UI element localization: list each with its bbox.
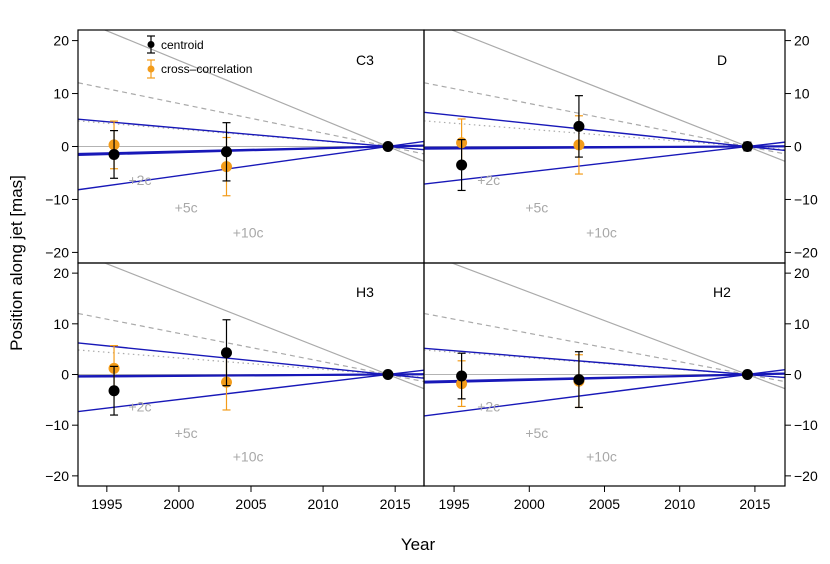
fit-line	[78, 342, 424, 379]
y-tick-label: −10	[794, 417, 818, 433]
y-tick-label: −10	[45, 417, 69, 433]
x-tick-label: 2015	[380, 496, 411, 512]
x-tick-label: 2010	[308, 496, 339, 512]
y-tick-label: −20	[45, 468, 69, 484]
y-tick-label: −10	[794, 191, 818, 207]
centroid-point	[108, 385, 120, 397]
y-tick-label: −20	[45, 244, 69, 260]
fit-line	[78, 373, 424, 378]
panel-label: C3	[356, 52, 374, 68]
fit-line	[424, 111, 785, 152]
centroid-point	[220, 146, 232, 158]
centroid-point	[220, 347, 232, 359]
centroid-point	[108, 148, 120, 160]
speed-line-plus-2c	[424, 349, 785, 378]
panel-label: D	[717, 52, 727, 68]
speed-label-plus-5c: +5c	[175, 199, 198, 215]
panel-label: H3	[356, 284, 374, 300]
speed-line-plus-10c	[450, 263, 785, 390]
fit-line	[424, 347, 785, 379]
fit-line	[78, 140, 424, 191]
speed-label-plus-2c: +2c	[477, 172, 500, 188]
speed-line-plus-5c	[424, 312, 785, 383]
speed-label-plus-10c: +10c	[586, 224, 617, 240]
speed-line-plus-2c	[424, 120, 785, 151]
speed-line-plus-5c	[78, 82, 424, 155]
speed-label-plus-10c: +10c	[233, 449, 264, 465]
legend-crosscorr-label: cross–correlation	[161, 62, 252, 76]
speed-line-plus-10c	[450, 30, 785, 162]
y-tick-label: 10	[794, 316, 810, 332]
x-tick-label: 2000	[163, 496, 194, 512]
y-tick-label: 10	[53, 316, 69, 332]
fit-line	[424, 372, 785, 383]
panel-plot-area	[78, 30, 424, 191]
x-tick-label: 2005	[589, 496, 620, 512]
legend: centroid cross–correlation	[147, 35, 252, 79]
fit-line	[78, 369, 424, 413]
x-tick-label: 2015	[739, 496, 770, 512]
panel-D: +2c +5c +10c D −20 −10 0 10 20	[423, 29, 818, 264]
centroid-point	[573, 120, 585, 132]
fit-line	[424, 141, 785, 185]
speed-label-plus-5c: +5c	[525, 199, 548, 215]
x-tick-label: 2000	[514, 496, 545, 512]
speed-line-plus-5c	[424, 82, 785, 155]
y-tick-label: 0	[794, 367, 802, 383]
speed-line-plus-10c	[103, 30, 424, 162]
panel-C3: +2c +5c +10c C3 −20 −10 0 10 20	[45, 29, 425, 264]
y-tick-label: 0	[794, 139, 802, 155]
centroid-point	[741, 141, 753, 152]
y-tick-label: −20	[794, 244, 818, 260]
fit-line	[424, 368, 785, 417]
speed-label-plus-2c: +2c	[129, 172, 152, 188]
speed-label-plus-2c: +2c	[129, 398, 152, 414]
fit-line	[78, 118, 424, 151]
y-tick-label: −10	[45, 191, 69, 207]
speed-label-plus-5c: +5c	[525, 425, 548, 441]
x-tick-label: 1995	[439, 496, 470, 512]
panel-plot-area	[424, 263, 785, 417]
centroid-point	[382, 141, 394, 152]
y-tick-label: −20	[794, 468, 818, 484]
x-tick-label: 2005	[235, 496, 266, 512]
y-tick-label: 20	[794, 265, 810, 281]
y-tick-label: 20	[53, 265, 69, 281]
fit-line	[424, 145, 785, 149]
fit-line	[78, 144, 424, 155]
centroid-point	[741, 369, 753, 380]
speed-label-plus-2c: +2c	[477, 398, 500, 414]
speed-line-plus-5c	[78, 312, 424, 383]
panel-plot-area	[424, 30, 785, 185]
y-tick-label: 10	[794, 86, 810, 102]
y-tick-label: 10	[53, 86, 69, 102]
speed-label-plus-10c: +10c	[586, 449, 617, 465]
speed-label-plus-10c: +10c	[233, 224, 264, 240]
y-tick-label: 20	[794, 33, 810, 49]
y-tick-label: 0	[61, 139, 69, 155]
panel-plot-area	[78, 263, 424, 413]
y-tick-label: 0	[61, 367, 69, 383]
panel-H2: +2c +5c +10c H2 −20 −10 0 10 20 1995 2000 2005 2010 2…	[423, 262, 818, 512]
centroid-point	[573, 374, 585, 386]
y-axis-title: Position along jet [mas]	[7, 175, 26, 351]
y-tick-label: 20	[53, 33, 69, 49]
legend-crosscorr-point	[147, 65, 155, 73]
x-axis-title: Year	[401, 535, 436, 554]
legend-centroid-point	[147, 41, 155, 48]
centroid-point	[382, 369, 394, 380]
speed-label-plus-5c: +5c	[175, 425, 198, 441]
panel-H3: +2c +5c +10c H3 −20 −10 0 10 20 1995 2000 2005 2010 2…	[45, 262, 425, 512]
centroid-point	[456, 370, 468, 382]
x-tick-label: 2010	[664, 496, 695, 512]
speed-line-plus-10c	[103, 263, 424, 390]
panel-label: H2	[713, 284, 731, 300]
centroid-point	[456, 159, 468, 171]
x-tick-label: 1995	[91, 496, 122, 512]
legend-centroid-label: centroid	[161, 38, 204, 52]
